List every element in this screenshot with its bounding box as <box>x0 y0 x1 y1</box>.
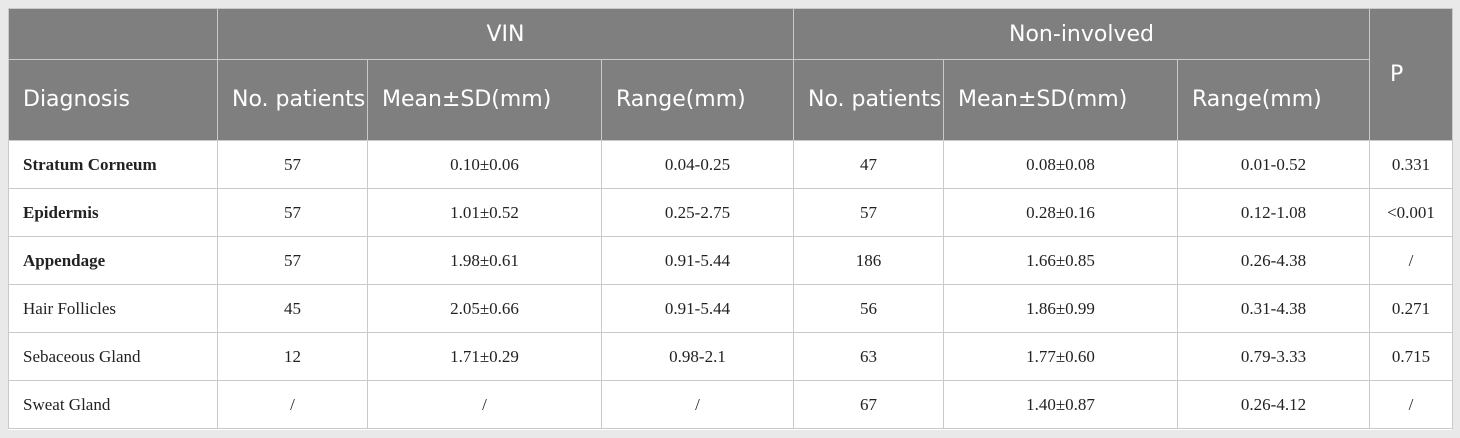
header-group-noninvolved: Non-involved <box>793 8 1370 60</box>
cell-ni-mean: 1.66±0.85 <box>943 236 1178 285</box>
table-row: Appendage 57 1.98±0.61 0.91-5.44 186 1.6… <box>8 236 1453 285</box>
cell-vin-mean: 1.71±0.29 <box>367 332 602 381</box>
cell-ni-n: 186 <box>793 236 944 285</box>
data-table: VIN Non-involved P Diagnosis No. patient… <box>8 8 1453 429</box>
cell-vin-mean: / <box>367 380 602 429</box>
cell-ni-n: 67 <box>793 380 944 429</box>
cell-diagnosis: Hair Follicles <box>8 284 218 333</box>
cell-ni-n: 63 <box>793 332 944 381</box>
cell-ni-range: 0.26-4.12 <box>1177 380 1370 429</box>
table-row: Hair Follicles 45 2.05±0.66 0.91-5.44 56… <box>8 284 1453 333</box>
header-vin-range: Range(mm) <box>601 59 794 141</box>
cell-vin-range: / <box>601 380 794 429</box>
cell-ni-range: 0.31-4.38 <box>1177 284 1370 333</box>
cell-vin-n: 12 <box>217 332 368 381</box>
cell-p: 0.331 <box>1369 140 1453 189</box>
cell-vin-n: 45 <box>217 284 368 333</box>
cell-p: <0.001 <box>1369 188 1453 237</box>
table-row: Epidermis 57 1.01±0.52 0.25-2.75 57 0.28… <box>8 188 1453 237</box>
header-vin-mean: Mean±SD(mm) <box>367 59 602 141</box>
header-sub-row: Diagnosis No. patients Mean±SD(mm) Range… <box>8 59 1453 141</box>
cell-ni-n: 57 <box>793 188 944 237</box>
cell-diagnosis: Stratum Corneum <box>8 140 218 189</box>
cell-vin-n: 57 <box>217 140 368 189</box>
cell-vin-range: 0.91-5.44 <box>601 284 794 333</box>
cell-diagnosis: Sweat Gland <box>8 380 218 429</box>
cell-ni-range: 0.12-1.08 <box>1177 188 1370 237</box>
cell-vin-range: 0.98-2.1 <box>601 332 794 381</box>
cell-diagnosis: Epidermis <box>8 188 218 237</box>
cell-p: 0.271 <box>1369 284 1453 333</box>
cell-vin-n: 57 <box>217 236 368 285</box>
cell-vin-mean: 1.01±0.52 <box>367 188 602 237</box>
cell-vin-mean: 2.05±0.66 <box>367 284 602 333</box>
cell-ni-range: 0.26-4.38 <box>1177 236 1370 285</box>
table-row: Sweat Gland / / / 67 1.40±0.87 0.26-4.12… <box>8 380 1453 429</box>
cell-ni-range: 0.79-3.33 <box>1177 332 1370 381</box>
table-container: VIN Non-involved P Diagnosis No. patient… <box>8 8 1453 430</box>
header-vin-n: No. patients <box>217 59 368 141</box>
table-row: Stratum Corneum 57 0.10±0.06 0.04-0.25 4… <box>8 140 1453 189</box>
table-row: Sebaceous Gland 12 1.71±0.29 0.98-2.1 63… <box>8 332 1453 381</box>
cell-vin-mean: 1.98±0.61 <box>367 236 602 285</box>
header-ni-n: No. patients <box>793 59 944 141</box>
cell-ni-n: 56 <box>793 284 944 333</box>
cell-vin-n: 57 <box>217 188 368 237</box>
cell-ni-mean: 1.86±0.99 <box>943 284 1178 333</box>
cell-ni-n: 47 <box>793 140 944 189</box>
header-group-vin: VIN <box>217 8 794 60</box>
cell-p: / <box>1369 236 1453 285</box>
header-blank <box>8 8 218 60</box>
cell-p: 0.715 <box>1369 332 1453 381</box>
cell-ni-mean: 1.40±0.87 <box>943 380 1178 429</box>
cell-diagnosis: Sebaceous Gland <box>8 332 218 381</box>
header-ni-mean: Mean±SD(mm) <box>943 59 1178 141</box>
cell-ni-range: 0.01-0.52 <box>1177 140 1370 189</box>
cell-diagnosis: Appendage <box>8 236 218 285</box>
header-diagnosis: Diagnosis <box>8 59 218 141</box>
table-body: Stratum Corneum 57 0.10±0.06 0.04-0.25 4… <box>8 140 1453 429</box>
cell-ni-mean: 1.77±0.60 <box>943 332 1178 381</box>
cell-p: / <box>1369 380 1453 429</box>
cell-vin-range: 0.91-5.44 <box>601 236 794 285</box>
cell-vin-range: 0.25-2.75 <box>601 188 794 237</box>
header-ni-range: Range(mm) <box>1177 59 1370 141</box>
header-p: P <box>1369 8 1453 141</box>
cell-vin-range: 0.04-0.25 <box>601 140 794 189</box>
header-group-row: VIN Non-involved P <box>8 8 1453 141</box>
cell-vin-mean: 0.10±0.06 <box>367 140 602 189</box>
cell-vin-n: / <box>217 380 368 429</box>
cell-ni-mean: 0.08±0.08 <box>943 140 1178 189</box>
cell-ni-mean: 0.28±0.16 <box>943 188 1178 237</box>
